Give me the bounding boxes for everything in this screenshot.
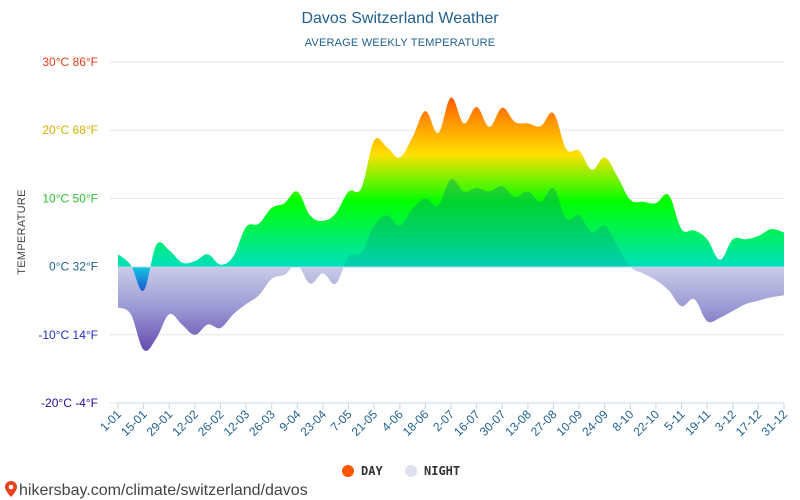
x-tick-label: 24-09 (579, 407, 611, 439)
legend-day-label[interactable]: DAY (361, 464, 383, 478)
x-tick-labels: 1-0115-0129-0112-0226-0212-0326-039-0423… (97, 407, 790, 439)
x-tick-label: 30-07 (477, 407, 509, 439)
map-pin-icon-dot (8, 484, 14, 490)
night-area-below-zero (118, 179, 784, 351)
source-url[interactable]: hikersbay.com/climate/switzerland/davos (19, 482, 308, 499)
chart-subtitle: AVERAGE WEEKLY TEMPERATURE (305, 37, 496, 49)
x-axis (117, 402, 785, 409)
night-series-area[interactable] (118, 179, 784, 351)
x-tick-label: 26-03 (246, 407, 278, 439)
day-series-area-negative[interactable] (118, 97, 784, 291)
source-link[interactable]: hikersbay.com/climate/switzerland/davos (5, 481, 308, 499)
y-axis-label: TEMPERATURE (16, 189, 28, 275)
x-tick-label: 10-09 (554, 407, 586, 439)
x-tick-label: 12-02 (169, 407, 201, 439)
x-tick-label: 15-01 (118, 407, 150, 439)
x-tick-label: 26-02 (195, 407, 227, 439)
y-tick-label: 0°C 32°F (49, 260, 98, 274)
y-tick-labels: 30°C 86°F 20°C 68°F 10°C 50°F 0°C 32°F -10°C… (38, 55, 98, 410)
x-tick-label: 22-10 (630, 407, 662, 439)
legend: DAY NIGHT (342, 464, 460, 478)
x-tick-label: 13-08 (502, 407, 534, 439)
y-tick-label: -20°C -4°F (41, 396, 98, 410)
x-tick-label: 18-06 (400, 407, 432, 439)
x-tick-label: 31-12 (759, 407, 791, 439)
legend-night-label[interactable]: NIGHT (424, 464, 460, 478)
y-tick-label: -10°C 14°F (38, 328, 98, 342)
x-tick-label: 17-12 (733, 407, 765, 439)
legend-day-swatch[interactable] (342, 465, 354, 477)
y-tick-label: 20°C 68°F (42, 123, 98, 137)
night-area-overlay (118, 179, 784, 351)
night-series-area-positive[interactable] (118, 179, 784, 351)
legend-night-swatch[interactable] (405, 465, 417, 477)
y-tick-label: 10°C 50°F (42, 191, 98, 205)
x-tick-label: 16-07 (451, 407, 483, 439)
x-tick-label: 29-01 (144, 407, 176, 439)
x-tick-label: 21-05 (349, 407, 381, 439)
x-tick-label: 23-04 (297, 407, 329, 439)
x-tick-label: 19-11 (682, 407, 713, 438)
day-area-below-zero (118, 97, 784, 291)
x-tick-label: 12-03 (221, 407, 253, 439)
y-tick-label: 30°C 86°F (42, 55, 98, 69)
chart-title: Davos Switzerland Weather (301, 10, 499, 27)
x-tick-label: 27-08 (528, 407, 560, 439)
